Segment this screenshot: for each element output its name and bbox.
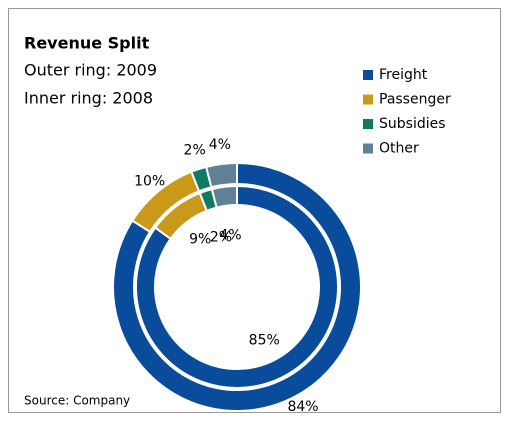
subtitle: Inner ring: 2008 (24, 89, 153, 108)
data-label: 9% (189, 232, 211, 248)
legend-label: Subsidies (379, 116, 446, 132)
legend-swatch (363, 94, 373, 105)
chart-title: Revenue Split (24, 34, 150, 53)
data-label: 84% (287, 399, 318, 415)
frame (8, 8, 501, 413)
donut-slice (204, 161, 238, 189)
donut-slice (135, 184, 339, 389)
donut-slice (112, 161, 362, 412)
donut-slice (210, 184, 238, 209)
data-label: 2% (210, 230, 232, 246)
data-label: 2% (184, 143, 206, 159)
legend-swatch (363, 119, 373, 129)
source: Source: Company (24, 394, 130, 408)
data-label: 4% (219, 227, 241, 243)
legend-label: Other (379, 141, 419, 157)
legend-swatch (363, 70, 373, 80)
subtitle: Outer ring: 2009 (24, 61, 157, 80)
legend-swatch (363, 143, 373, 154)
data-label: 85% (249, 332, 280, 348)
data-label: 4% (209, 137, 231, 153)
legend-label: Freight (379, 67, 428, 83)
data-label: 10% (134, 173, 165, 189)
legend-label: Passenger (379, 92, 451, 108)
